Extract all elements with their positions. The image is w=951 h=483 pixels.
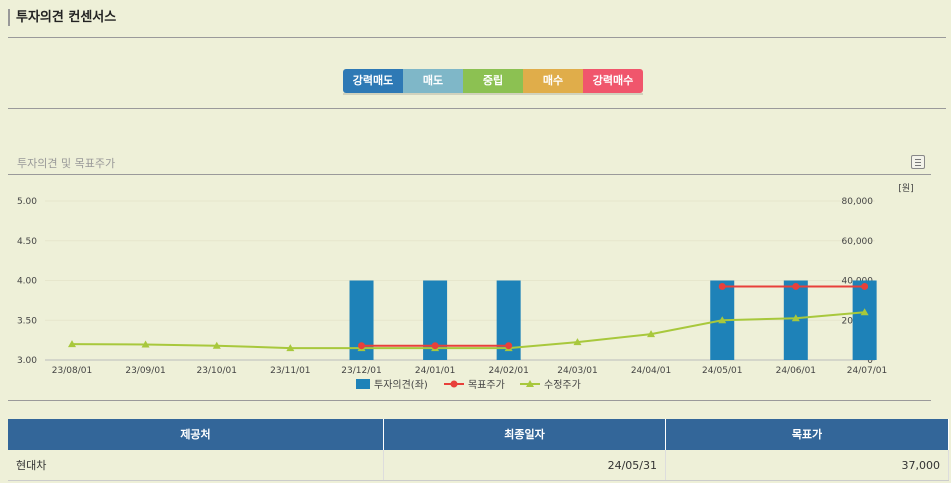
target-price-point xyxy=(358,342,366,350)
x-axis-tick-label: 24/03/01 xyxy=(557,366,597,376)
target-price-point xyxy=(505,342,513,350)
table-row: 현대차 24/05/31 37,000 xyxy=(8,450,949,481)
legend-swatch-opinion xyxy=(356,379,370,389)
legend-label-adjusted: 수정주가 xyxy=(544,379,581,391)
x-axis-tick-label: 24/01/01 xyxy=(415,366,455,376)
left-axis-tick-label: 4.00 xyxy=(17,277,37,287)
chart-menu-icon[interactable] xyxy=(911,155,925,169)
opinion-sell: 매도 xyxy=(403,69,463,93)
cell-provider: 현대차 xyxy=(8,450,384,480)
divider xyxy=(8,174,931,175)
x-axis-tick-label: 23/08/01 xyxy=(52,366,92,376)
adjusted-price-point xyxy=(141,340,150,348)
x-axis-tick-label: 24/04/01 xyxy=(631,366,671,376)
legend-swatch-target-dot xyxy=(450,380,458,388)
adjusted-price-point xyxy=(573,338,582,346)
x-axis-tick-label: 23/11/01 xyxy=(270,366,310,376)
legend-swatch-adjusted-tri xyxy=(526,380,534,387)
target-price-point xyxy=(792,282,800,290)
header-provider: 제공처 xyxy=(8,419,384,450)
left-axis-tick-label: 5.00 xyxy=(17,197,37,207)
header-target-price: 목표가 xyxy=(666,419,949,450)
adjusted-price-point xyxy=(286,344,295,352)
section-title: 투자의견 컨센서스 xyxy=(8,9,116,26)
opinion-neutral: 중립 xyxy=(463,69,523,93)
x-axis-tick-label: 23/10/01 xyxy=(197,366,237,376)
legend-label-target: 목표주가 xyxy=(468,379,505,391)
divider xyxy=(8,400,931,401)
right-axis-tick-label: 60,000 xyxy=(842,237,874,247)
consensus-table: 제공처 최종일자 목표가 현대차 24/05/31 37,000 xyxy=(8,419,949,481)
opinion-buy: 매수 xyxy=(523,69,583,93)
header-last-date: 최종일자 xyxy=(384,419,666,450)
cell-target-price: 37,000 xyxy=(666,450,949,480)
x-axis-tick-label: 23/09/01 xyxy=(125,366,165,376)
adjusted-price-point xyxy=(718,316,727,324)
target-price-point xyxy=(718,282,726,290)
adjusted-price-point xyxy=(68,340,76,348)
opinion-strong-sell: 강력매도 xyxy=(343,69,403,93)
x-axis-tick-label: 23/12/01 xyxy=(341,366,381,376)
right-axis-tick-label: 80,000 xyxy=(842,197,874,207)
right-axis-tick-label: 0 xyxy=(867,356,873,366)
x-axis-tick-label: 24/02/01 xyxy=(488,366,528,376)
opinion-scale: 강력매도 매도 중립 매수 강력매수 xyxy=(343,69,643,93)
left-axis-tick-label: 3.50 xyxy=(17,316,37,326)
left-axis-tick-label: 4.50 xyxy=(17,237,37,247)
x-axis-tick-label: 24/07/01 xyxy=(847,366,887,376)
target-price-point xyxy=(861,282,869,290)
chart-title: 투자의견 및 목표주가 xyxy=(17,157,116,170)
divider xyxy=(8,37,946,38)
cell-last-date: 24/05/31 xyxy=(384,450,666,480)
adjusted-price-line xyxy=(71,311,865,350)
adjusted-price-point xyxy=(647,330,656,338)
adjusted-price-point xyxy=(860,308,869,316)
target-price-point xyxy=(431,342,439,350)
divider xyxy=(8,108,946,109)
x-axis-tick-label: 24/05/01 xyxy=(702,366,742,376)
opinion-strong-buy: 강력매수 xyxy=(583,69,643,93)
table-header: 제공처 최종일자 목표가 xyxy=(8,419,949,450)
x-axis-tick-label: 24/06/01 xyxy=(776,366,816,376)
legend-label-opinion: 투자의견(좌) xyxy=(374,379,428,391)
opinion-bar xyxy=(852,280,877,360)
adjusted-price-point xyxy=(791,314,800,322)
right-axis-unit: [원] xyxy=(898,183,913,194)
adjusted-price-point xyxy=(212,341,221,349)
left-axis-tick-label: 3.00 xyxy=(17,356,37,366)
